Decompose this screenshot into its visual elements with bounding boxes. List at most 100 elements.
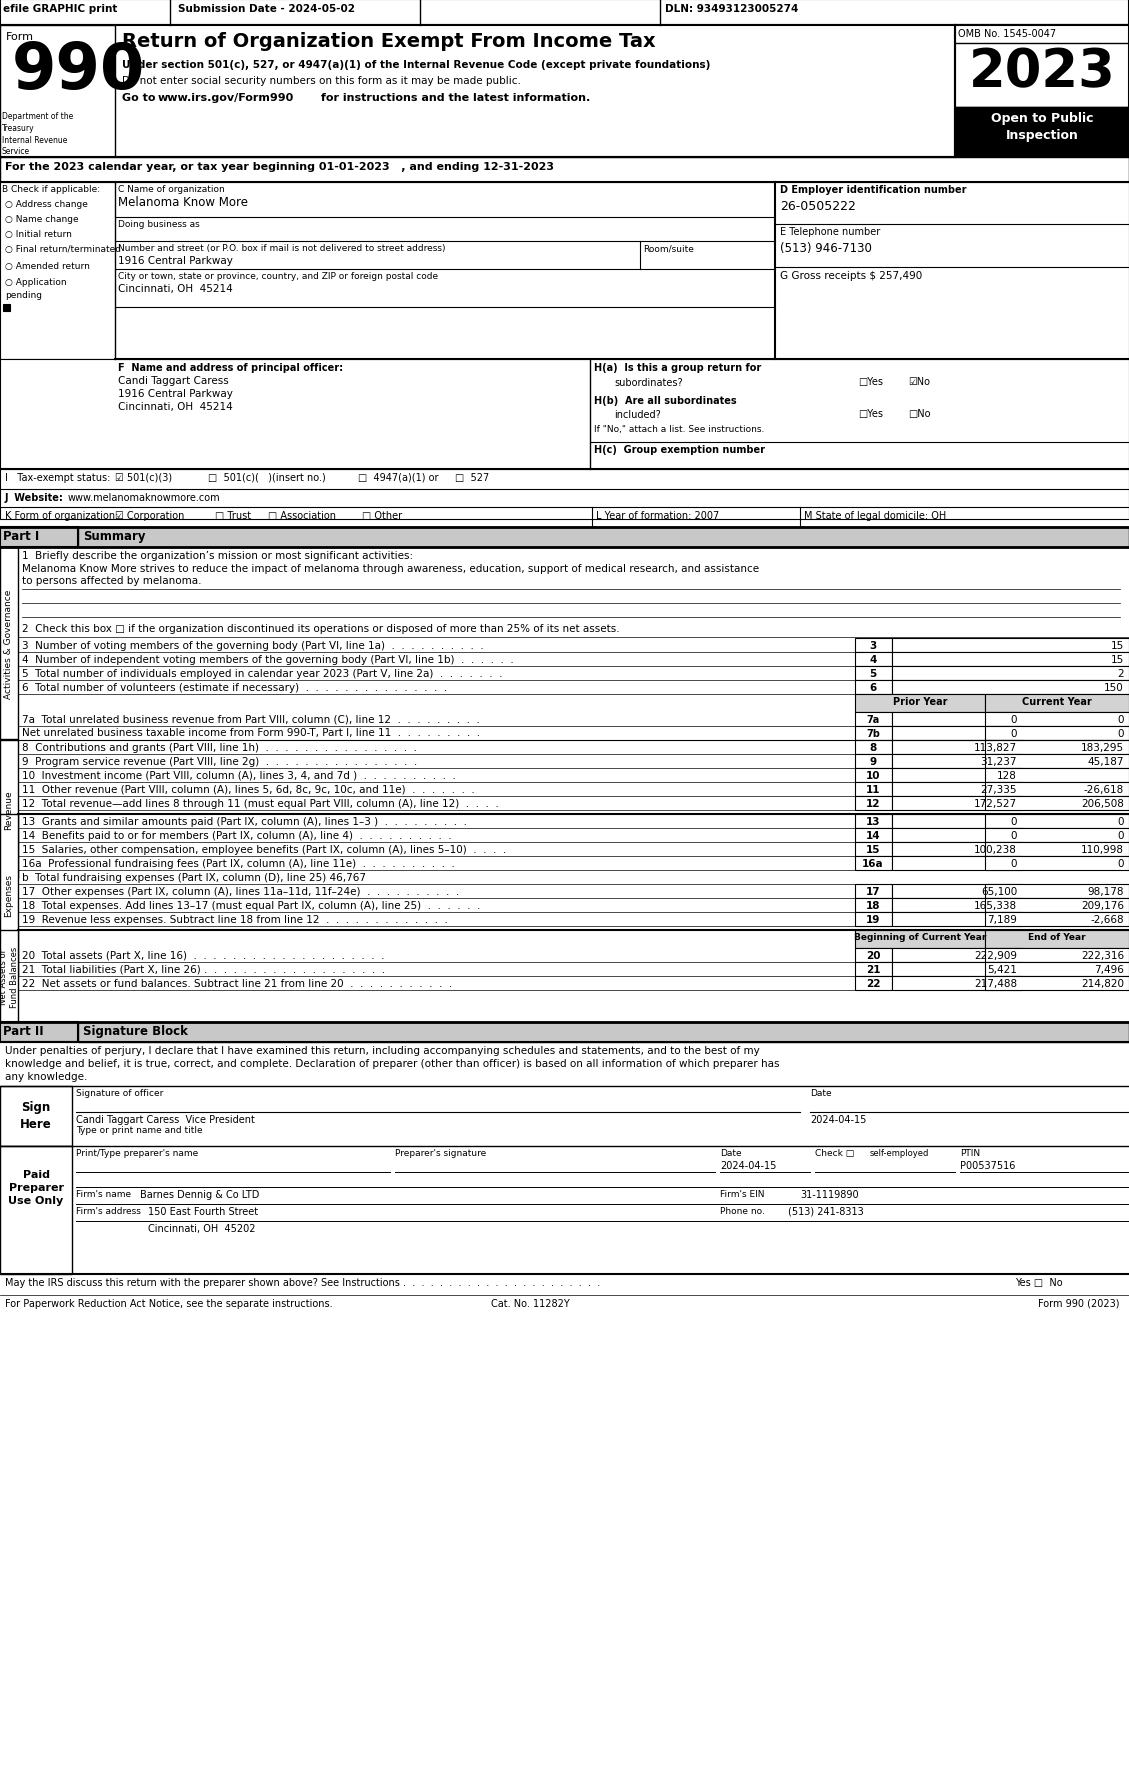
Text: Cincinnati, OH  45214: Cincinnati, OH 45214	[119, 283, 233, 294]
Text: Candi Taggart Caress  Vice President: Candi Taggart Caress Vice President	[76, 1114, 255, 1124]
Bar	[984, 768, 1129, 782]
Bar	[892, 768, 1022, 782]
Text: 11  Other revenue (Part VIII, column (A), lines 5, 6d, 8c, 9c, 10c, and 11e)  . : 11 Other revenue (Part VIII, column (A),…	[21, 784, 475, 795]
Bar	[984, 695, 1129, 713]
Text: Type or print name and title: Type or print name and title	[76, 1126, 202, 1135]
Text: 6  Total number of volunteers (estimate if necessary)  .  .  .  .  .  .  .  .  .: 6 Total number of volunteers (estimate i…	[21, 683, 447, 693]
Text: Barnes Dennig & Co LTD: Barnes Dennig & Co LTD	[140, 1189, 260, 1199]
Text: Sign
Here: Sign Here	[20, 1099, 52, 1130]
Text: 7b: 7b	[866, 729, 879, 738]
Text: included?: included?	[614, 410, 660, 421]
Text: 1916 Central Parkway: 1916 Central Parkway	[119, 257, 233, 266]
Bar	[0, 0, 1129, 27]
Text: 26-0505222: 26-0505222	[780, 200, 856, 212]
Text: 3  Number of voting members of the governing body (Part VI, line 1a)  .  .  .  .: 3 Number of voting members of the govern…	[21, 642, 483, 650]
Bar	[892, 797, 1022, 811]
Text: Under section 501(c), 527, or 4947(a)(1) of the Internal Revenue Code (except pr: Under section 501(c), 527, or 4947(a)(1)…	[122, 61, 710, 69]
Text: Go to: Go to	[122, 93, 159, 103]
Text: 7a: 7a	[866, 715, 879, 725]
Text: □ Trust: □ Trust	[215, 511, 251, 520]
Text: www.irs.gov/Form990: www.irs.gov/Form990	[158, 93, 295, 103]
Text: Print/Type preparer's name: Print/Type preparer's name	[76, 1148, 199, 1157]
Text: 2024-04-15: 2024-04-15	[720, 1160, 777, 1171]
Text: □Yes: □Yes	[858, 376, 883, 387]
Text: 18: 18	[866, 900, 881, 911]
Text: 3: 3	[869, 642, 876, 650]
Text: ○ Initial return: ○ Initial return	[5, 230, 72, 239]
Text: 98,178: 98,178	[1087, 886, 1124, 896]
Text: Candi Taggart Caress: Candi Taggart Caress	[119, 376, 229, 385]
Text: 12  Total revenue—add lines 8 through 11 (must equal Part VIII, column (A), line: 12 Total revenue—add lines 8 through 11 …	[21, 798, 499, 809]
Text: Department of the
Treasury
Internal Revenue
Service: Department of the Treasury Internal Reve…	[2, 112, 73, 157]
Text: self-employed: self-employed	[870, 1148, 929, 1157]
Text: Net Assets or
Fund Balances: Net Assets or Fund Balances	[0, 946, 19, 1007]
Text: OMB No. 1545-0047: OMB No. 1545-0047	[959, 29, 1056, 39]
Text: D Employer identification number: D Employer identification number	[780, 185, 966, 194]
Bar	[855, 666, 892, 681]
Text: 22  Net assets or fund balances. Subtract line 21 from line 20  .  .  .  .  .  .: 22 Net assets or fund balances. Subtract…	[21, 978, 453, 989]
Bar	[855, 797, 892, 811]
Text: 19  Revenue less expenses. Subtract line 18 from line 12  .  .  .  .  .  .  .  .: 19 Revenue less expenses. Subtract line …	[21, 914, 448, 925]
Text: Melanoma Know More: Melanoma Know More	[119, 196, 248, 208]
Text: 222,909: 222,909	[974, 950, 1017, 960]
Bar	[855, 741, 892, 754]
Bar	[78, 1023, 1129, 1042]
Bar	[855, 884, 892, 898]
Text: 4  Number of independent voting members of the governing body (Part VI, line 1b): 4 Number of independent voting members o…	[21, 654, 514, 665]
Text: 15: 15	[1111, 654, 1124, 665]
Text: □  501(c)(   )(insert no.): □ 501(c)( )(insert no.)	[208, 472, 326, 483]
Text: pending: pending	[5, 290, 42, 299]
Bar	[984, 754, 1129, 768]
Text: Revenue: Revenue	[5, 789, 14, 829]
Text: Current Year: Current Year	[1022, 697, 1092, 707]
Bar	[892, 884, 1022, 898]
Bar	[0, 1023, 78, 1042]
Text: □  527: □ 527	[455, 472, 489, 483]
Text: Yes □  No: Yes □ No	[1015, 1278, 1062, 1287]
Text: Form 990 (2023): Form 990 (2023)	[1039, 1299, 1120, 1308]
Bar	[855, 713, 892, 727]
Bar	[984, 977, 1129, 991]
Text: 110,998: 110,998	[1080, 845, 1124, 855]
Bar	[0, 1146, 72, 1274]
Text: DLN: 93493123005274: DLN: 93493123005274	[665, 4, 798, 14]
Text: 8: 8	[869, 743, 876, 752]
Bar	[3, 305, 10, 312]
Bar	[984, 857, 1129, 871]
Text: 13: 13	[866, 816, 881, 827]
Text: Cat. No. 11282Y: Cat. No. 11282Y	[491, 1299, 569, 1308]
Bar	[984, 814, 1129, 829]
Text: 6: 6	[869, 683, 876, 693]
Text: Date: Date	[720, 1148, 742, 1157]
Text: 128: 128	[997, 770, 1017, 781]
Text: Date: Date	[809, 1089, 832, 1098]
Text: 7a  Total unrelated business revenue from Part VIII, column (C), line 12  .  .  : 7a Total unrelated business revenue from…	[21, 713, 480, 723]
Text: Paid
Preparer
Use Only: Paid Preparer Use Only	[8, 1169, 63, 1206]
Text: □  4947(a)(1) or: □ 4947(a)(1) or	[358, 472, 438, 483]
Bar	[892, 898, 1022, 912]
Bar	[855, 829, 892, 843]
Text: 2024-04-15: 2024-04-15	[809, 1114, 866, 1124]
Text: 150: 150	[1104, 683, 1124, 693]
Text: ○ Address change: ○ Address change	[5, 200, 88, 208]
Bar	[0, 159, 1129, 184]
Text: Net unrelated business taxable income from Form 990-T, Part I, line 11  .  .  . : Net unrelated business taxable income fr…	[21, 727, 480, 738]
Text: 7,189: 7,189	[987, 914, 1017, 925]
Text: to persons affected by melanoma.: to persons affected by melanoma.	[21, 576, 201, 586]
Text: City or town, state or province, country, and ZIP or foreign postal code: City or town, state or province, country…	[119, 273, 438, 282]
Text: Expenses: Expenses	[5, 873, 14, 918]
Text: 183,295: 183,295	[1080, 743, 1124, 752]
Text: 5  Total number of individuals employed in calendar year 2023 (Part V, line 2a) : 5 Total number of individuals employed i…	[21, 668, 502, 679]
Text: K Form of organization:: K Form of organization:	[5, 511, 119, 520]
Text: 9  Program service revenue (Part VIII, line 2g)  .  .  .  .  .  .  .  .  .  .  .: 9 Program service revenue (Part VIII, li…	[21, 757, 418, 766]
Text: Preparer's signature: Preparer's signature	[395, 1148, 487, 1157]
Text: □ Association: □ Association	[268, 511, 336, 520]
Text: -2,668: -2,668	[1091, 914, 1124, 925]
Text: 990: 990	[12, 39, 146, 102]
Bar	[0, 1087, 72, 1146]
Text: Cincinnati, OH  45214: Cincinnati, OH 45214	[119, 401, 233, 412]
Text: 12: 12	[866, 798, 881, 809]
Text: ○ Final return/terminated: ○ Final return/terminated	[5, 244, 121, 253]
Text: 2: 2	[1118, 668, 1124, 679]
Bar	[0, 184, 1129, 360]
